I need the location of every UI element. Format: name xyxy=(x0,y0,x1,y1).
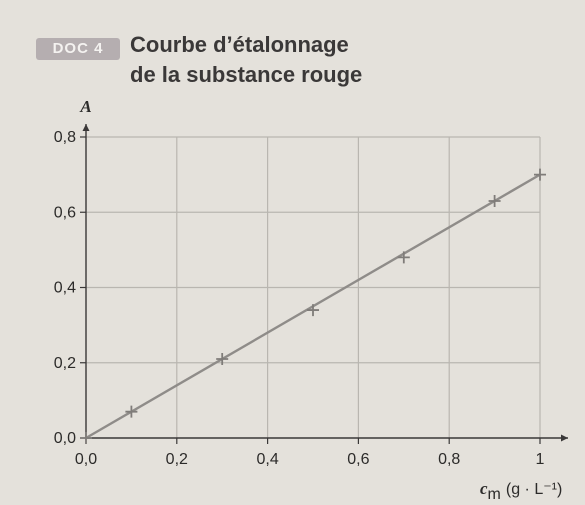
chart-title-line-2: de la substance rouge xyxy=(130,62,363,87)
data-point-1 xyxy=(125,405,138,418)
y-tick-label-3: 0,6 xyxy=(54,204,76,221)
y-axis-label: A xyxy=(79,97,91,116)
data-point-3 xyxy=(307,304,319,317)
data-points xyxy=(80,168,546,444)
x-tick-label-0: 0,0 xyxy=(75,451,97,468)
x-axis-label: cm (g · L⁻¹) xyxy=(480,479,562,503)
x-tick-label-5: 1 xyxy=(536,451,545,468)
data-point-4 xyxy=(397,251,410,264)
y-tick-label-2: 0,4 xyxy=(54,280,76,297)
axes xyxy=(82,124,568,442)
data-point-6 xyxy=(534,168,546,181)
ticks: 0,0 0,2 0,4 0,6 0,8 1 0,0 0,2 0,4 0,6 0,8 xyxy=(54,129,545,468)
x-axis-symbol: c xyxy=(480,479,488,498)
x-tick-label-2: 0,4 xyxy=(256,451,278,468)
y-tick-label-0: 0,0 xyxy=(54,430,76,447)
chart-title-line-1: Courbe d’étalonnage xyxy=(130,32,349,57)
grid xyxy=(86,136,541,438)
x-tick-label-1: 0,2 xyxy=(166,451,188,468)
x-axis-subscript: m xyxy=(488,486,501,503)
doc-badge: DOC 4 xyxy=(36,38,120,60)
y-axis-arrow xyxy=(82,124,90,131)
x-tick-label-4: 0,8 xyxy=(438,451,460,468)
chart-title: Courbe d’étalonnage de la substance roug… xyxy=(130,30,362,90)
x-axis-arrow xyxy=(561,434,568,442)
x-axis-unit: (g · L⁻¹) xyxy=(506,481,562,498)
data-point-5 xyxy=(488,194,501,207)
axis-labels: A cm (g · L⁻¹) xyxy=(79,97,562,503)
y-tick-label-4: 0,8 xyxy=(54,129,76,146)
data-point-2 xyxy=(216,352,229,365)
data-point-0 xyxy=(80,432,92,444)
y-tick-label-1: 0,2 xyxy=(54,355,76,372)
x-tick-label-3: 0,6 xyxy=(347,451,369,468)
